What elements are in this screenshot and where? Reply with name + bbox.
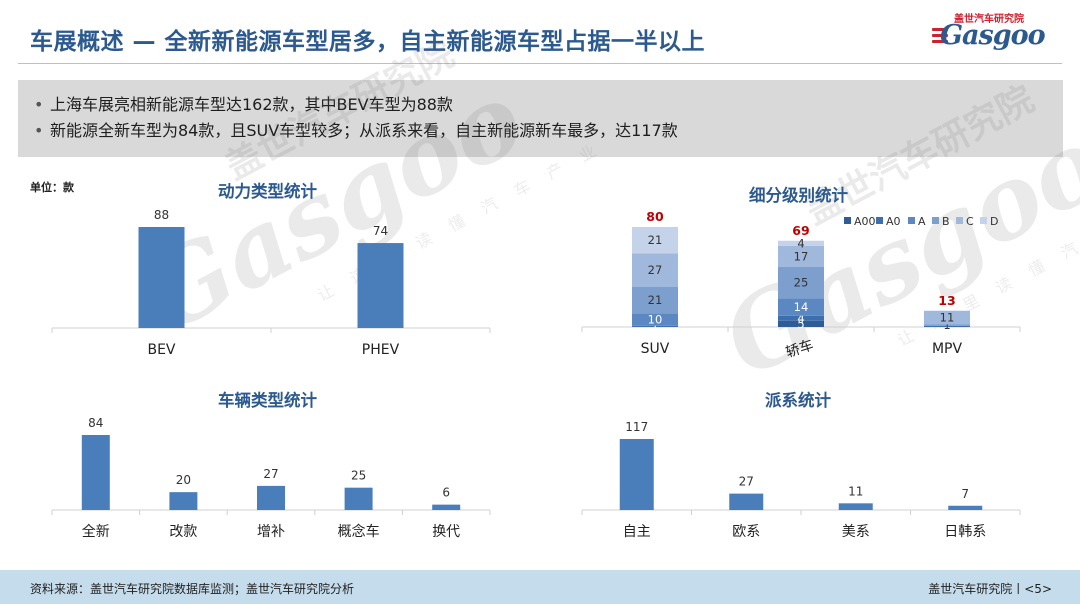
segment-label: 10 <box>648 313 663 327</box>
stacked-segment <box>632 253 678 287</box>
legend-swatch <box>932 217 939 224</box>
legend-label: A <box>918 215 926 228</box>
segment-label: 21 <box>648 233 663 247</box>
bar <box>729 493 764 510</box>
bar <box>619 439 654 510</box>
chart-title-segment: 细分级别统计 <box>749 186 848 205</box>
legend-swatch <box>980 217 987 224</box>
summary-box: • 上海车展亮相新能源车型达162款，其中BEV车型为88款 • 新能源全新车型为8… <box>18 80 1063 157</box>
tick-label: 欧系 <box>732 524 760 540</box>
data-label: 84 <box>88 416 103 430</box>
data-label: 27 <box>739 475 754 489</box>
legend-label: A00 <box>854 215 876 228</box>
bar <box>838 503 873 510</box>
tick-label: MPV <box>932 341 963 357</box>
stacked-segment <box>778 315 824 321</box>
data-label: 7 <box>961 487 969 501</box>
legend-swatch <box>956 217 963 224</box>
logo-en-text: Gasgoo <box>940 20 1046 51</box>
stacked-segment <box>778 267 824 299</box>
segment-label: 17 <box>794 249 809 263</box>
summary-bullet-text: 上海车展亮相新能源车型达162款，其中BEV车型为88款 <box>50 95 453 114</box>
legend-swatch <box>844 217 851 224</box>
legend-swatch <box>876 217 883 224</box>
stacked-segment <box>632 325 678 327</box>
segment-label: 11 <box>940 311 955 325</box>
chart-title-origin: 派系统计 <box>765 391 831 410</box>
stacked-segment <box>924 325 970 327</box>
bar <box>81 435 110 510</box>
tick-label: 日韩系 <box>944 524 986 540</box>
legend-swatch <box>908 217 915 224</box>
legend-label: B <box>942 215 950 228</box>
tick-label: 增补 <box>257 524 285 540</box>
segment-label: 27 <box>648 263 663 277</box>
data-label: 25 <box>351 469 366 483</box>
bar <box>169 492 198 510</box>
data-label: 27 <box>263 467 278 481</box>
stacked-segment <box>924 310 970 325</box>
bar <box>257 485 285 510</box>
footer-source: 资料来源：盖世汽车研究院数据库监测；盖世汽车研究院分析 <box>30 582 355 596</box>
segment-label: 25 <box>794 276 809 290</box>
footer-page: 盖世汽车研究院丨<5> <box>928 582 1052 596</box>
tick-label: 轿车 <box>784 336 816 361</box>
tick-label: 改款 <box>169 524 197 540</box>
page-title: 车展概述 — 全新新能源车型居多，自主新能源车型占据一半以上 <box>30 29 706 55</box>
segment-label: 1 <box>943 319 950 333</box>
total-label: 80 <box>646 209 664 224</box>
legend-label: C <box>966 215 974 228</box>
summary-bullet-text: 新能源全新车型为84款，且SUV车型较多；从派系来看，自主新能源新车最多，达11… <box>50 121 678 140</box>
tick-label: 全新 <box>82 523 110 540</box>
stacked-segment <box>778 320 824 327</box>
total-label: 69 <box>792 223 809 238</box>
bar <box>432 504 461 510</box>
header-divider <box>18 63 1062 64</box>
bar <box>357 243 404 328</box>
total-label: 13 <box>938 293 955 308</box>
stacked-segment <box>632 287 678 314</box>
segment-label: 5 <box>797 317 804 331</box>
segment-label: 4 <box>797 311 804 325</box>
data-label: 74 <box>373 224 388 238</box>
logo-bars-icon <box>932 28 948 46</box>
segment-label: 1 <box>943 318 950 332</box>
tick-label: 自主 <box>623 524 651 540</box>
tick-label: BEV <box>147 342 175 358</box>
data-label: 117 <box>625 420 648 434</box>
logo-cn-text: 盖世汽车研究院 <box>954 14 1024 25</box>
summary-bullet: • 新能源全新车型为84款，且SUV车型较多；从派系来看，自主新能源新车最多，达1… <box>34 121 678 140</box>
unit-label: 单位：款 <box>30 181 74 194</box>
data-label: 11 <box>848 484 863 498</box>
data-label: 6 <box>442 486 450 500</box>
chart-title-power: 动力类型统计 <box>218 182 317 201</box>
segment-label: 14 <box>794 300 809 314</box>
tick-label: PHEV <box>362 342 400 358</box>
tick-label: 换代 <box>432 523 460 540</box>
footer-bar: 资料来源：盖世汽车研究院数据库监测；盖世汽车研究院分析 盖世汽车研究院丨<5> <box>0 570 1080 604</box>
tick-label: 美系 <box>842 524 870 540</box>
segment-label: 1 <box>651 319 658 333</box>
segment-label: 4 <box>797 236 804 250</box>
data-label: 88 <box>154 208 169 222</box>
segment-label: 21 <box>648 293 663 307</box>
stacked-segment <box>778 240 824 246</box>
stacked-segment <box>632 227 678 254</box>
legend-label: D <box>990 215 998 228</box>
bar <box>948 505 983 510</box>
legend-label: A0 <box>886 215 901 228</box>
tick-label: SUV <box>641 341 670 357</box>
data-label: 20 <box>176 473 191 487</box>
tick-label: 概念车 <box>338 523 380 540</box>
stacked-segment <box>924 324 970 326</box>
stacked-segment <box>778 298 824 316</box>
chart-title-vehicle: 车辆类型统计 <box>218 391 317 410</box>
stacked-segment <box>632 313 678 326</box>
gasgoo-logo: 盖世汽车研究院 Gasgoo <box>932 10 1052 51</box>
stacked-segment <box>778 245 824 267</box>
summary-bullet: • 上海车展亮相新能源车型达162款，其中BEV车型为88款 <box>34 95 453 114</box>
bar <box>344 487 373 510</box>
bar <box>138 227 185 328</box>
